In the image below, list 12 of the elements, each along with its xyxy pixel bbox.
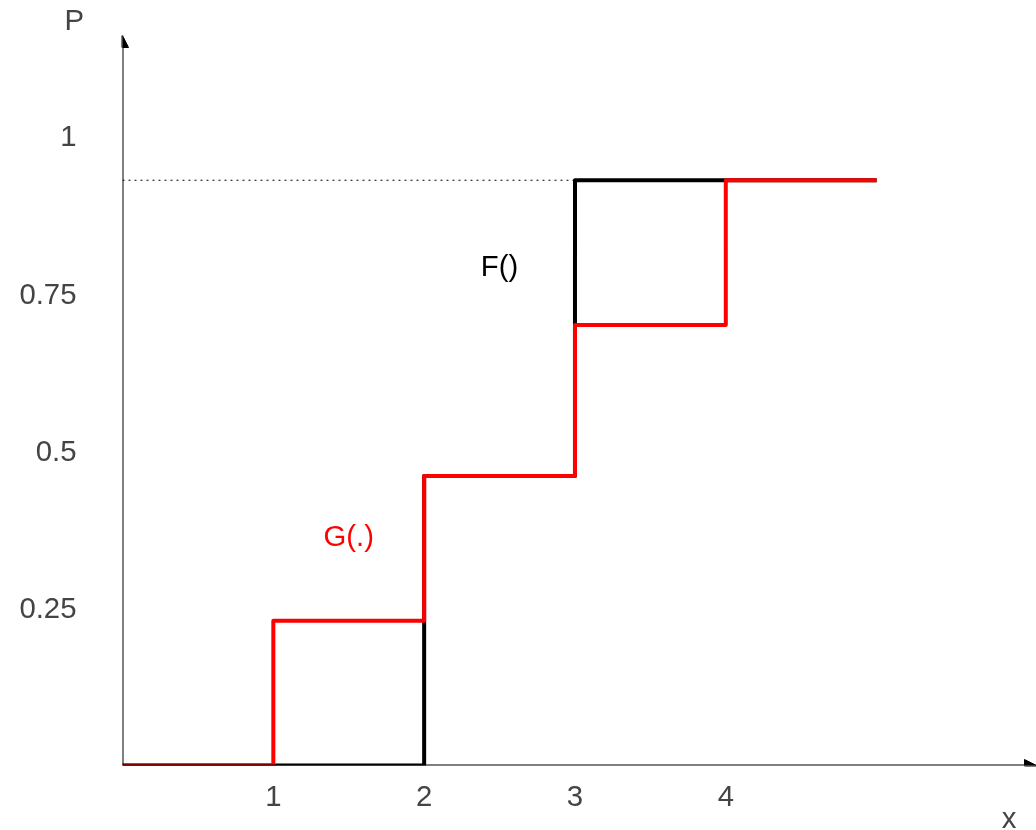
- x-tick-label: 2: [415, 778, 433, 812]
- x-tick-label: 1: [265, 778, 282, 812]
- x-tick-label: 3: [566, 778, 584, 812]
- series-label: F(): [480, 248, 519, 282]
- y-tick-label: 0.5: [35, 433, 77, 467]
- y-tick-label: 1: [60, 119, 77, 153]
- x-axis-title: x: [1001, 800, 1017, 830]
- series-label: G(.): [323, 519, 374, 553]
- y-tick-label: 0.25: [19, 591, 77, 625]
- y-tick-label: 0.75: [19, 276, 77, 310]
- y-axis-title: P: [64, 2, 85, 36]
- x-tick-label: 4: [717, 778, 734, 812]
